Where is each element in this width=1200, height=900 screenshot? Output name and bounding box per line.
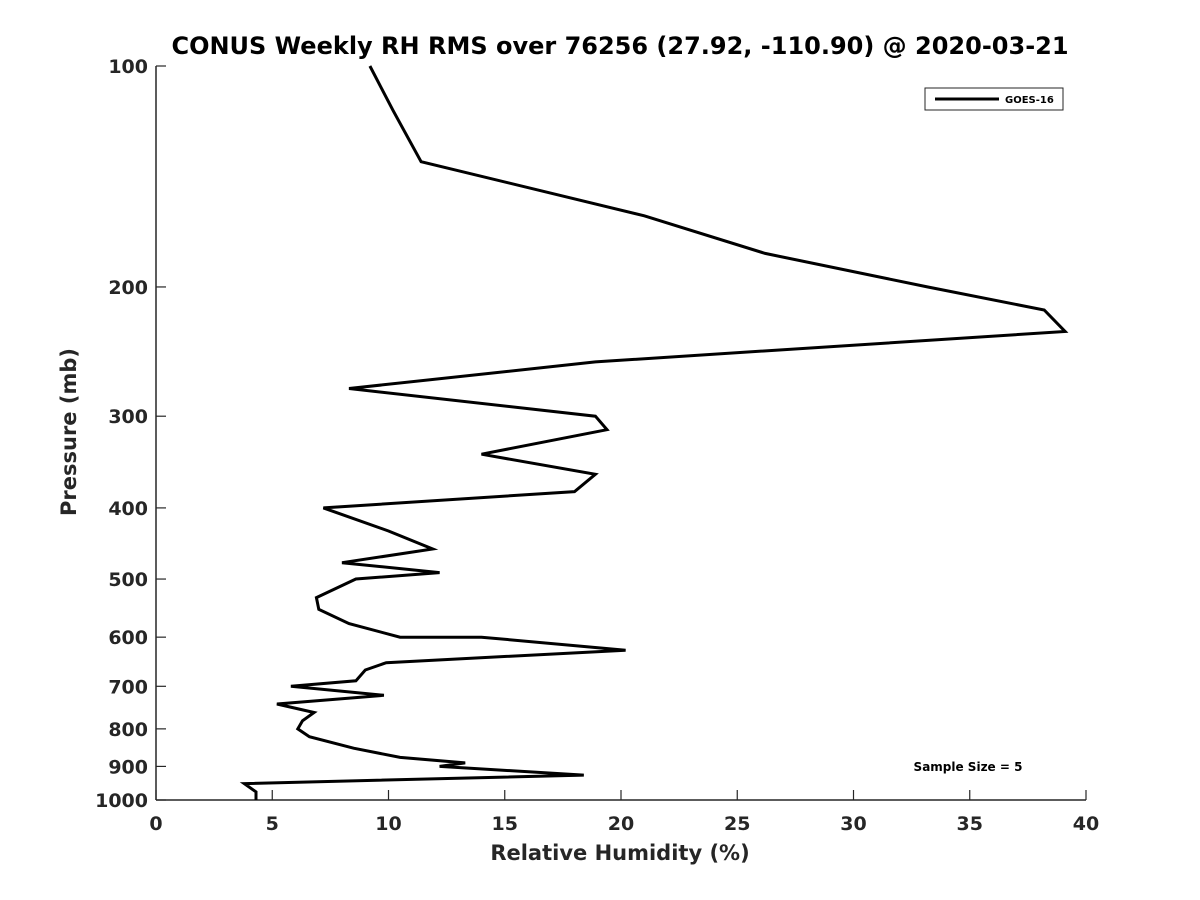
y-tick-label: 300 xyxy=(108,406,148,428)
y-tick-label: 500 xyxy=(108,569,148,591)
x-tick-label: 15 xyxy=(492,813,518,835)
y-tick-label: 200 xyxy=(108,277,148,299)
x-tick-label: 5 xyxy=(266,813,279,835)
y-tick-label: 1000 xyxy=(95,790,148,812)
y-tick-label: 600 xyxy=(108,627,148,649)
series-line-goes-16 xyxy=(239,65,1069,800)
y-tick-label: 400 xyxy=(108,498,148,520)
x-tick-label: 40 xyxy=(1073,813,1099,835)
y-tick-label: 800 xyxy=(108,719,148,741)
y-tick-label: 900 xyxy=(108,756,148,778)
y-tick-label: 100 xyxy=(108,56,148,78)
x-tick-label: 30 xyxy=(840,813,866,835)
series-layer xyxy=(239,65,1069,800)
legend-entry-label: GOES-16 xyxy=(1005,95,1054,106)
x-axis-label: Relative Humidity (%) xyxy=(490,841,749,865)
x-tick-label: 10 xyxy=(375,813,401,835)
sample-size-annotation: Sample Size = 5 xyxy=(914,760,1023,774)
x-tick-label: 35 xyxy=(957,813,983,835)
legend: GOES-16 xyxy=(924,87,1064,111)
y-axis-label: Pressure (mb) xyxy=(57,348,81,516)
y-tick-label: 700 xyxy=(108,676,148,698)
x-tick-label: 0 xyxy=(149,813,162,835)
x-tick-label: 25 xyxy=(724,813,750,835)
chart-title: CONUS Weekly RH RMS over 76256 (27.92, -… xyxy=(171,32,1068,60)
plot-axes: 0 5 10 15 20 25 30 35 40 100 200 300 400 500 600 700 800… xyxy=(95,56,1099,835)
x-tick-label: 20 xyxy=(608,813,634,835)
